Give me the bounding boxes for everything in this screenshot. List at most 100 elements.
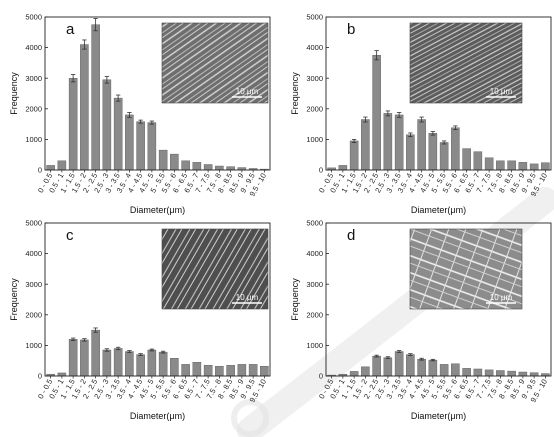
bar [507,160,516,171]
bar [125,114,134,171]
bar [484,157,494,171]
bar [80,44,89,171]
bar [462,148,471,171]
y-tick-label: 1000 [306,341,323,350]
bar [203,164,213,171]
y-tick-label: 5000 [306,13,323,22]
y-tick-label: 0 [319,166,323,175]
y-tick-label: 0 [38,372,42,381]
y-axis-title: Frequency [9,72,19,115]
scale-bar-label: 10 μm [490,293,513,302]
bar [361,119,370,171]
bar [113,348,123,377]
bar [125,351,134,377]
bar [248,364,258,377]
scale-bar-label: 10 μm [236,293,259,302]
bar [451,363,460,377]
bar [181,160,190,171]
bar [158,351,168,377]
bar [529,372,539,377]
panel-label: a [66,21,75,38]
scale-bar-label: 10 μm [236,87,259,96]
bar [46,165,55,171]
y-tick-label: 1000 [25,135,42,144]
watermark-ring [231,399,269,437]
bar [428,359,438,377]
bar [529,163,539,171]
sem-inset-image [161,228,269,310]
bar [91,24,100,171]
bar [484,369,494,377]
sem-inset-image [409,228,523,310]
bar [192,162,202,171]
bar [394,351,404,377]
bar [147,349,157,377]
plot-frame [44,222,271,377]
x-axis-title: Diameter(μm) [130,411,185,421]
bar [383,357,393,377]
bar [215,165,224,171]
bar [372,55,381,171]
y-tick-label: 2000 [25,104,42,113]
y-tick-label: 5000 [25,219,42,228]
bar [496,160,505,171]
bar [406,354,415,377]
bar [136,354,145,377]
bar [147,122,157,171]
scale-bar-label: 10 μm [490,87,513,96]
bar [158,149,168,171]
y-tick-label: 3000 [306,74,323,83]
sem-inset-image [161,22,269,104]
bar [170,153,179,171]
bar [57,372,67,377]
bar [260,366,269,377]
bar [518,162,528,171]
bar [507,370,516,377]
y-tick-label: 3000 [306,280,323,289]
bar [226,365,235,377]
panel-label: d [347,227,355,244]
bar [102,349,112,377]
bar [372,355,381,377]
bar [113,97,123,171]
bar [102,79,112,171]
x-axis-title: Diameter(μm) [411,411,466,421]
y-tick-label: 2000 [306,104,323,113]
y-tick-label: 1000 [306,135,323,144]
bar [237,364,247,377]
bar [80,339,89,377]
bar [68,339,78,377]
y-axis-title: Frequency [290,278,300,321]
y-tick-label: 0 [319,372,323,381]
bar [136,121,145,171]
y-tick-label: 3000 [25,74,42,83]
bar [439,364,449,377]
bar [541,162,550,171]
y-tick-label: 4000 [306,43,323,52]
y-tick-label: 2000 [306,310,323,319]
y-tick-label: 0 [38,166,42,175]
plot-frame [325,222,552,377]
bar [181,364,190,377]
bar [68,77,78,171]
bar [518,371,528,377]
bar [417,358,426,377]
bar [226,166,235,171]
bar [192,362,202,377]
y-tick-label: 5000 [306,219,323,228]
bar [338,165,348,171]
bar [462,368,471,377]
y-tick-label: 2000 [25,310,42,319]
y-tick-label: 4000 [25,249,42,258]
panel-label: b [347,21,355,38]
y-axis-title: Frequency [290,72,300,115]
bar [451,127,460,171]
x-axis-title: Diameter(μm) [130,205,185,215]
bar [496,370,505,377]
